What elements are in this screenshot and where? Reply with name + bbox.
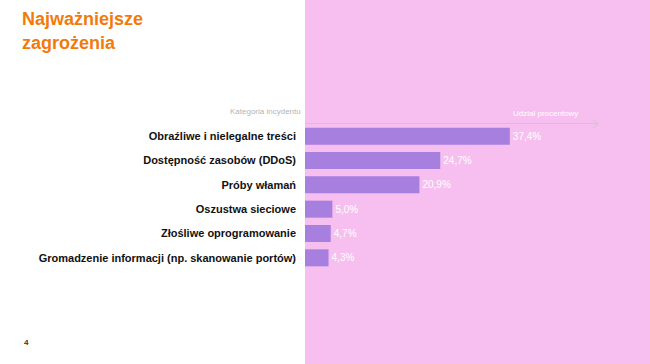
svg-text:Kategoria incydentu: Kategoria incydentu [230, 107, 301, 116]
svg-text:Oszustwa sieciowe: Oszustwa sieciowe [196, 203, 296, 215]
svg-text:4,7%: 4,7% [334, 228, 357, 239]
svg-text:20,9%: 20,9% [422, 179, 450, 190]
svg-text:Dostępność zasobów (DDoS): Dostępność zasobów (DDoS) [143, 154, 296, 166]
svg-text:5,0%: 5,0% [335, 204, 358, 215]
svg-text:24,7%: 24,7% [443, 155, 471, 166]
svg-text:Próby włamań: Próby włamań [221, 179, 296, 191]
svg-text:4: 4 [24, 338, 29, 347]
svg-text:4,3%: 4,3% [332, 252, 355, 263]
svg-text:Udział procentowy: Udział procentowy [513, 109, 578, 118]
svg-text:Gromadzenie informacji (np. sk: Gromadzenie informacji (np. skanowanie p… [39, 252, 297, 264]
svg-text:Obraźliwe i nielegalne treści: Obraźliwe i nielegalne treści [149, 130, 296, 142]
svg-text:Najważniejszezagrożenia: Najważniejszezagrożenia [22, 9, 143, 52]
svg-text:Złośliwe oprogramowanie: Złośliwe oprogramowanie [161, 227, 296, 239]
svg-text:37,4%: 37,4% [513, 131, 541, 142]
